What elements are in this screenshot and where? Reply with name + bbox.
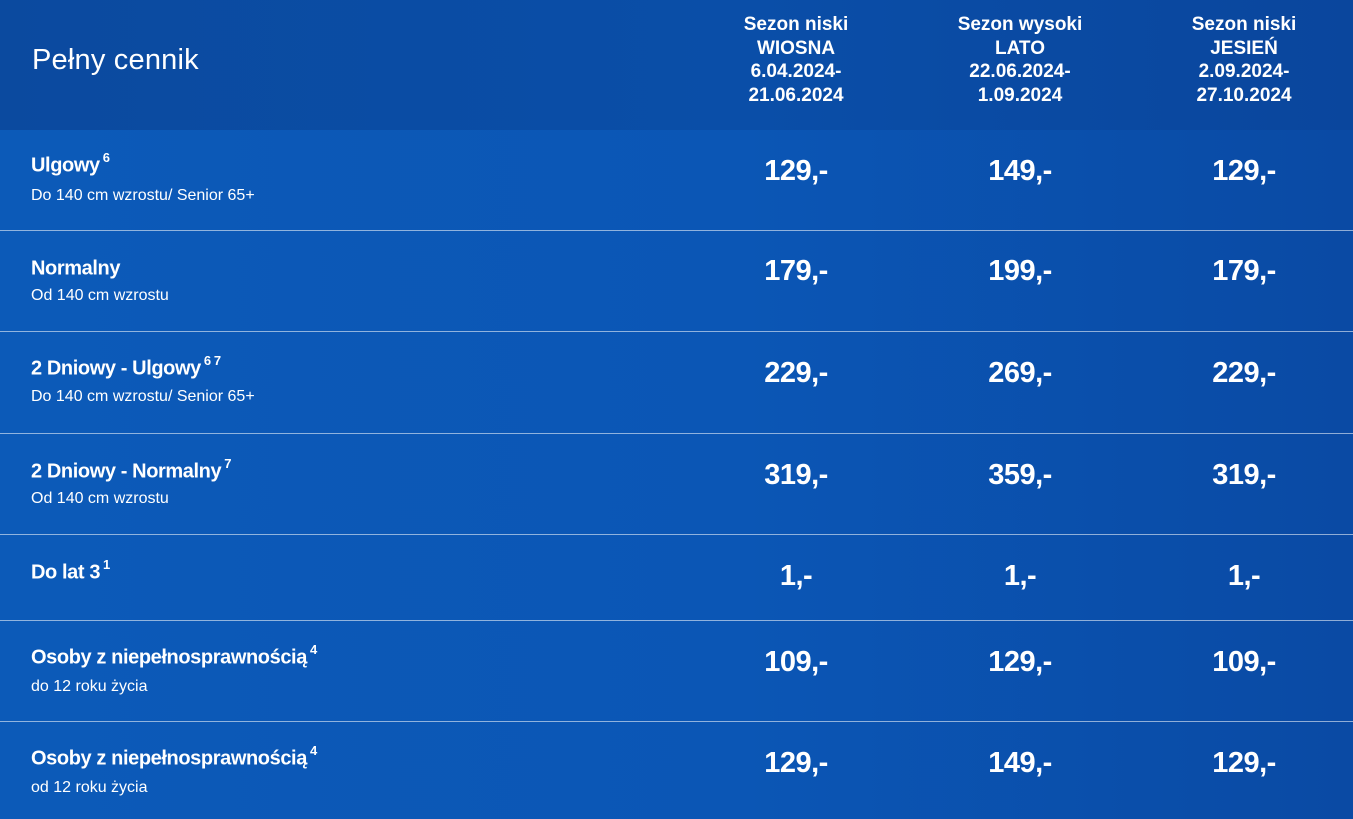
season-start-date: 6.04.2024-: [750, 61, 842, 82]
ticket-type-description: Do 140 cm wzrostu/ Senior 65+: [31, 187, 255, 204]
price-spring: 109,-: [764, 646, 828, 678]
price-spring: 179,-: [764, 255, 828, 287]
footnote-ref: 7: [224, 456, 232, 471]
price-row-2day-reduced: 2 Dniowy - Ulgowy 6 7 Do 140 cm wzrostu/ …: [0, 331, 1353, 433]
season-label: JESIEŃ: [1210, 37, 1278, 59]
price-autumn: 129,-: [1212, 155, 1276, 187]
price-summer: 269,-: [988, 357, 1052, 389]
season-label: LATO: [995, 37, 1045, 59]
ticket-type-description: od 12 roku życia: [31, 779, 148, 796]
ticket-type-label: Ulgowy 6: [31, 150, 110, 177]
season-header-spring: Sezon niski WIOSNA 6.04.2024- 21.06.2024: [696, 13, 896, 107]
season-end-date: 21.06.2024: [748, 84, 844, 106]
ticket-type-label: 2 Dniowy - Normalny 7: [31, 456, 232, 483]
footnote-ref: 6 7: [203, 353, 221, 368]
footnote-ref: 4: [309, 743, 317, 758]
ticket-type-description: Od 140 cm wzrostu: [31, 490, 169, 507]
season-start-date: 22.06.2024-: [969, 61, 1071, 82]
price-autumn: 1,-: [1227, 560, 1261, 592]
footnote-ref: 1: [103, 557, 110, 572]
season-header-summer: Sezon wysoki LATO 22.06.2024- 1.09.2024: [920, 13, 1120, 107]
price-autumn: 179,-: [1212, 255, 1276, 287]
season-header-autumn: Sezon niski JESIEŃ 2.09.2024- 27.10.2024: [1144, 13, 1344, 107]
page-title: Pełny cennik: [32, 44, 199, 76]
price-autumn: 319,-: [1212, 459, 1276, 491]
price-autumn: 129,-: [1212, 747, 1276, 779]
ticket-type-description: Do 140 cm wzrostu/ Senior 65+: [31, 388, 255, 405]
price-summer: 199,-: [988, 255, 1052, 287]
ticket-type-description: do 12 roku życia: [31, 678, 148, 695]
season-name: Sezon niski: [1191, 14, 1297, 35]
price-row-reduced: Ulgowy 6 Do 140 cm wzrostu/ Senior 65+ 12…: [0, 130, 1353, 230]
price-spring: 1,-: [779, 560, 813, 592]
price-autumn: 109,-: [1212, 646, 1276, 678]
ticket-type-label: Normalny: [31, 257, 121, 280]
ticket-type-description: Od 140 cm wzrostu: [31, 287, 169, 304]
price-row-normal: Normalny Od 140 cm wzrostu 179,- 199,- 1…: [0, 230, 1353, 331]
ticket-type-label: Osoby z niepełnosprawnością 4: [31, 642, 317, 669]
price-summer: 129,-: [988, 646, 1052, 678]
season-name: Sezon wysoki: [957, 14, 1083, 35]
price-table-header: Pełny cennik Sezon niski WIOSNA 6.04.202…: [0, 0, 1353, 130]
price-row-2day-normal: 2 Dniowy - Normalny 7 Od 140 cm wzrostu 3…: [0, 433, 1353, 534]
price-row-disabled-under-12: Osoby z niepełnosprawnością 4 do 12 roku …: [0, 620, 1353, 721]
footnote-ref: 6: [102, 150, 110, 165]
season-name: Sezon niski: [743, 14, 849, 35]
season-end-date: 27.10.2024: [1196, 84, 1292, 106]
footnote-ref: 4: [309, 642, 317, 657]
price-autumn: 229,-: [1212, 357, 1276, 389]
price-spring: 129,-: [764, 747, 828, 779]
price-summer: 359,-: [988, 459, 1052, 491]
price-spring: 129,-: [764, 155, 828, 187]
season-label: WIOSNA: [756, 37, 836, 59]
season-end-date: 1.09.2024: [977, 84, 1063, 106]
price-summer: 149,-: [988, 747, 1052, 779]
price-summer: 149,-: [988, 155, 1052, 187]
price-spring: 229,-: [764, 357, 828, 389]
price-row-disabled-over-12: Osoby z niepełnosprawnością 4 od 12 roku …: [0, 721, 1353, 819]
price-summer: 1,-: [1003, 560, 1037, 592]
season-start-date: 2.09.2024-: [1198, 61, 1290, 82]
ticket-type-label: 2 Dniowy - Ulgowy 6 7: [31, 353, 221, 380]
price-spring: 319,-: [764, 459, 828, 491]
ticket-type-label: Osoby z niepełnosprawnością 4: [31, 743, 317, 770]
price-table-body: Ulgowy 6 Do 140 cm wzrostu/ Senior 65+ 12…: [0, 130, 1353, 819]
